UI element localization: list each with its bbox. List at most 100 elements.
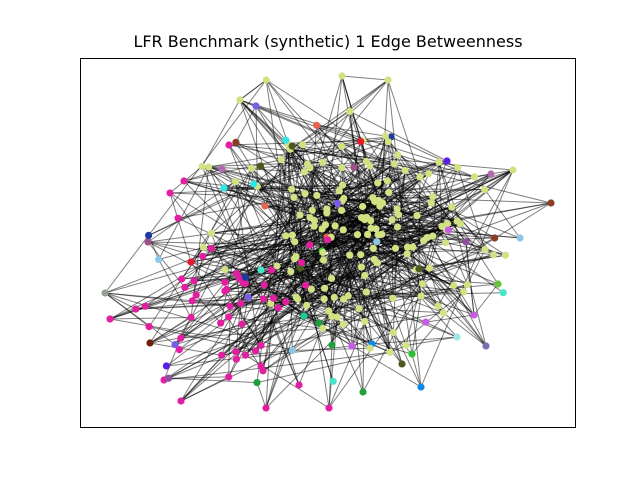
graph-node: [328, 312, 336, 320]
graph-edge: [297, 167, 355, 300]
graph-edge: [377, 262, 420, 270]
graph-edge: [416, 269, 422, 297]
graph-edge: [240, 297, 393, 304]
graph-node: [174, 214, 182, 222]
graph-node: [308, 206, 316, 214]
graph-node: [307, 285, 315, 293]
graph-edge: [422, 202, 552, 285]
graph-edge: [202, 233, 368, 257]
graph-node: [262, 76, 270, 84]
graph-node: [232, 355, 240, 363]
graph-node: [328, 341, 336, 349]
graph-node: [192, 291, 200, 299]
graph-node: [318, 225, 326, 233]
graph-edge: [271, 254, 361, 271]
graph-edge: [316, 124, 428, 238]
graph-node: [106, 315, 114, 323]
graph-node: [364, 230, 372, 238]
graph-node: [292, 253, 300, 261]
graph-node: [200, 243, 208, 251]
graph-edge: [245, 298, 299, 356]
graph-node: [257, 362, 265, 370]
graph-node: [357, 214, 366, 222]
graph-node: [384, 76, 392, 84]
graph-edge: [211, 233, 226, 270]
graph-node: [310, 217, 318, 225]
graph-node: [295, 381, 303, 389]
graph-edge: [260, 165, 301, 216]
graph-node: [207, 229, 216, 237]
graph-edge: [163, 351, 391, 381]
graph-node: [425, 264, 434, 272]
graph-node: [338, 206, 346, 214]
graph-node: [269, 294, 278, 302]
graph-node: [190, 277, 198, 285]
graph-edge: [210, 144, 303, 249]
graph-node: [221, 278, 229, 286]
graph-edge: [397, 154, 475, 178]
graph-node: [359, 388, 367, 396]
graph-edge: [473, 283, 499, 316]
graph-edge: [235, 141, 343, 186]
graph-node: [223, 285, 231, 294]
graph-node: [220, 184, 228, 192]
graph-edge: [457, 167, 486, 250]
graph-node: [481, 246, 489, 254]
graph-edge: [289, 148, 305, 173]
graph-edge: [245, 206, 363, 284]
graph-node: [403, 250, 411, 258]
graph-edge: [203, 224, 326, 248]
graph-node: [187, 313, 195, 322]
graph-edge: [262, 193, 306, 371]
graph-edge: [342, 135, 386, 325]
graph-edge: [416, 215, 443, 227]
graph-edge: [397, 154, 430, 175]
graph-edge: [174, 79, 389, 345]
graph-edge: [177, 217, 325, 289]
graph-node: [389, 294, 397, 302]
graph-node: [181, 283, 189, 291]
graph-node: [331, 222, 339, 230]
graph-edge: [265, 79, 455, 286]
graph-node: [338, 164, 346, 172]
graph-edge: [411, 353, 422, 388]
graph-node: [384, 138, 392, 146]
graph-node: [409, 243, 417, 251]
graph-node: [357, 263, 365, 271]
graph-node: [301, 190, 309, 198]
graph-node: [313, 121, 321, 129]
graph-edge: [405, 235, 434, 346]
graph-node: [282, 298, 290, 306]
graph-node: [425, 170, 433, 178]
graph-node: [273, 262, 281, 270]
graph-edge: [228, 140, 364, 146]
graph-edge: [178, 196, 294, 219]
graph-node: [346, 107, 354, 115]
graph-edge: [158, 259, 192, 318]
graph-node: [427, 199, 435, 207]
graph-node: [241, 273, 250, 281]
graph-edge: [179, 253, 408, 351]
graph-node: [325, 404, 333, 412]
graph-node: [338, 181, 347, 189]
graph-edge: [166, 345, 353, 367]
graph-edge: [235, 297, 249, 360]
graph-node: [418, 280, 426, 288]
graph-edge: [362, 267, 430, 393]
graph-node: [487, 170, 495, 178]
graph-edge: [484, 189, 521, 239]
graph-edge: [301, 234, 358, 264]
graph-edge: [248, 291, 464, 298]
graph-node: [145, 323, 153, 331]
graph-edge: [239, 99, 440, 163]
graph-edge: [195, 294, 222, 324]
graph-node: [482, 342, 490, 350]
graph-node: [267, 299, 275, 308]
graph-node: [274, 304, 282, 312]
graph-node: [448, 203, 456, 211]
graph-node: [373, 238, 381, 246]
graph-edge: [411, 291, 465, 355]
graph-node: [463, 281, 472, 289]
graph-node: [251, 347, 259, 355]
graph-edge: [183, 168, 223, 182]
